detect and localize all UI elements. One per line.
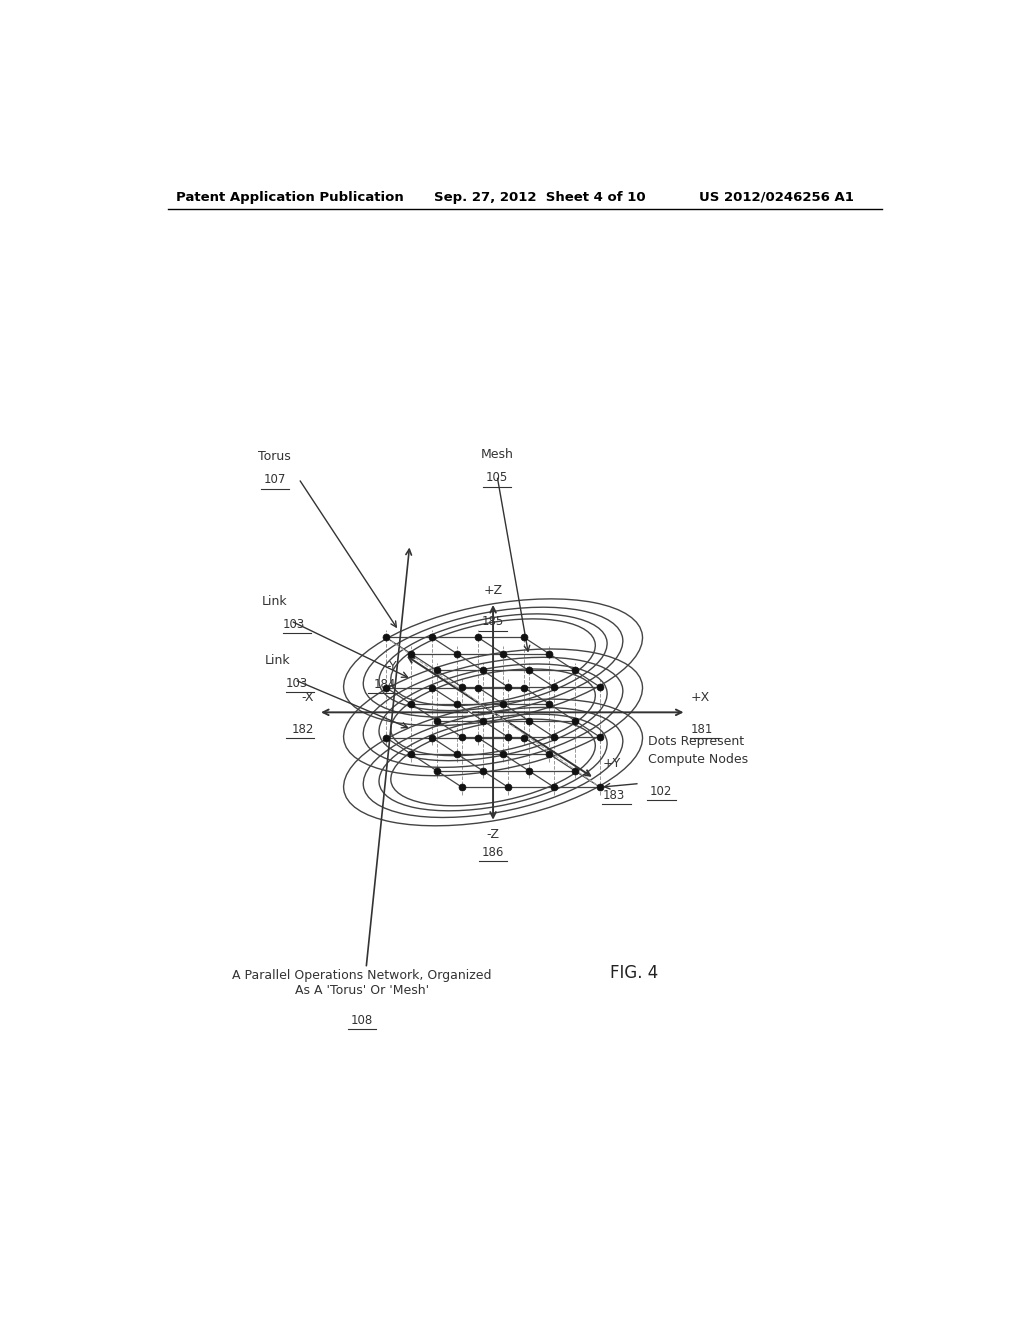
Text: Mesh: Mesh bbox=[480, 449, 513, 461]
Text: US 2012/0246256 A1: US 2012/0246256 A1 bbox=[699, 190, 854, 203]
Text: -X: -X bbox=[302, 692, 314, 704]
Text: Link: Link bbox=[264, 653, 290, 667]
Text: 107: 107 bbox=[263, 474, 286, 487]
Text: +Y: +Y bbox=[602, 758, 621, 771]
Text: +Z: +Z bbox=[483, 583, 503, 597]
Text: 102: 102 bbox=[650, 784, 673, 797]
Text: -Y: -Y bbox=[386, 660, 396, 673]
Text: FIG. 4: FIG. 4 bbox=[610, 964, 658, 982]
Text: Link: Link bbox=[261, 594, 287, 607]
Text: Sep. 27, 2012  Sheet 4 of 10: Sep. 27, 2012 Sheet 4 of 10 bbox=[433, 190, 645, 203]
Text: 186: 186 bbox=[482, 846, 504, 859]
Text: Dots Represent: Dots Represent bbox=[648, 735, 743, 748]
Text: 185: 185 bbox=[482, 615, 504, 628]
Text: Compute Nodes: Compute Nodes bbox=[648, 754, 748, 766]
Text: 105: 105 bbox=[486, 471, 508, 484]
Text: 108: 108 bbox=[351, 1014, 373, 1027]
Text: +X: +X bbox=[690, 692, 710, 704]
Text: 181: 181 bbox=[690, 722, 713, 735]
Text: 182: 182 bbox=[292, 722, 314, 735]
Text: 103: 103 bbox=[283, 618, 305, 631]
Text: 183: 183 bbox=[602, 788, 625, 801]
Text: A Parallel Operations Network, Organized: A Parallel Operations Network, Organized bbox=[232, 969, 492, 982]
Text: 103: 103 bbox=[286, 677, 308, 690]
Text: Patent Application Publication: Patent Application Publication bbox=[176, 190, 403, 203]
Text: As A 'Torus' Or 'Mesh': As A 'Torus' Or 'Mesh' bbox=[295, 983, 429, 997]
Text: -Z: -Z bbox=[486, 828, 500, 841]
Text: 184: 184 bbox=[374, 678, 396, 690]
Text: Torus: Torus bbox=[258, 450, 291, 463]
